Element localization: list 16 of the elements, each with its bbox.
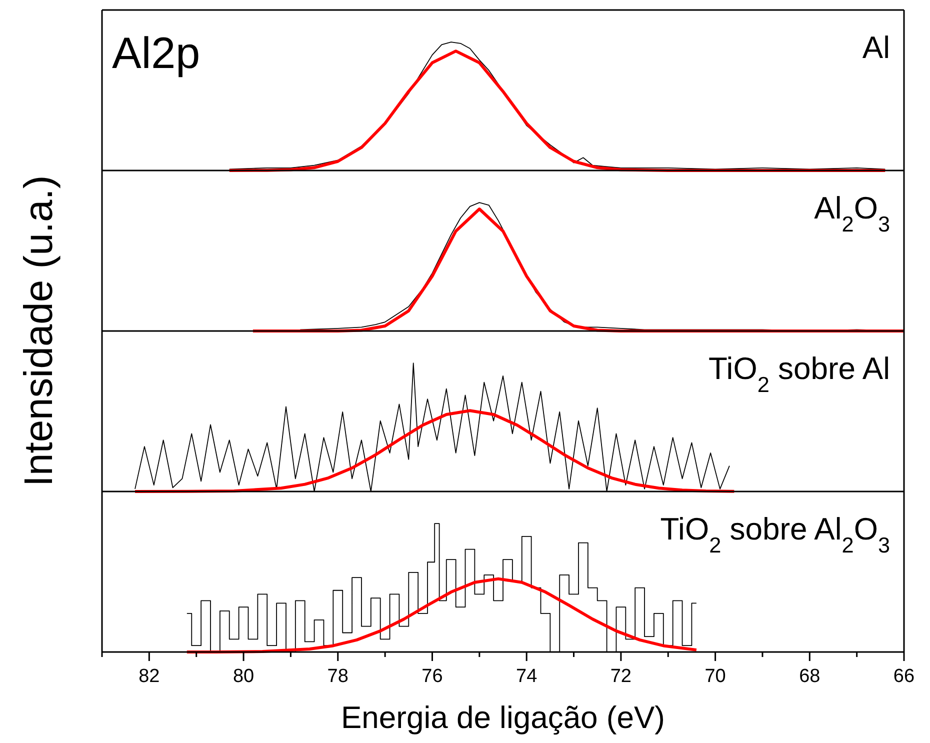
x-axis-title: Energia de ligação (eV) <box>341 700 665 735</box>
chart-title: Al2p <box>112 29 200 78</box>
x-tick-label: 78 <box>327 666 348 687</box>
x-tick-label: 80 <box>232 666 254 687</box>
annotation: TiO$_{2}$ sobre Al <box>708 351 890 396</box>
x-tick-label: 82 <box>138 666 160 687</box>
x-tick-label: 66 <box>893 666 915 687</box>
annotation: Al <box>862 30 890 65</box>
x-tick-label: 72 <box>610 666 632 687</box>
annotation: Al$_{2}$O$_{3}$ <box>814 190 890 236</box>
x-tick-label: 68 <box>799 666 820 687</box>
annotation: TiO$_{2}$ sobre Al$_{2}$O$_{3}$ <box>660 512 890 557</box>
x-tick-label: 76 <box>422 666 443 687</box>
x-tick-label: 74 <box>516 666 538 687</box>
x-tick-label: 70 <box>704 666 726 687</box>
y-axis-title: Intensidade (u.a.) <box>17 175 61 487</box>
